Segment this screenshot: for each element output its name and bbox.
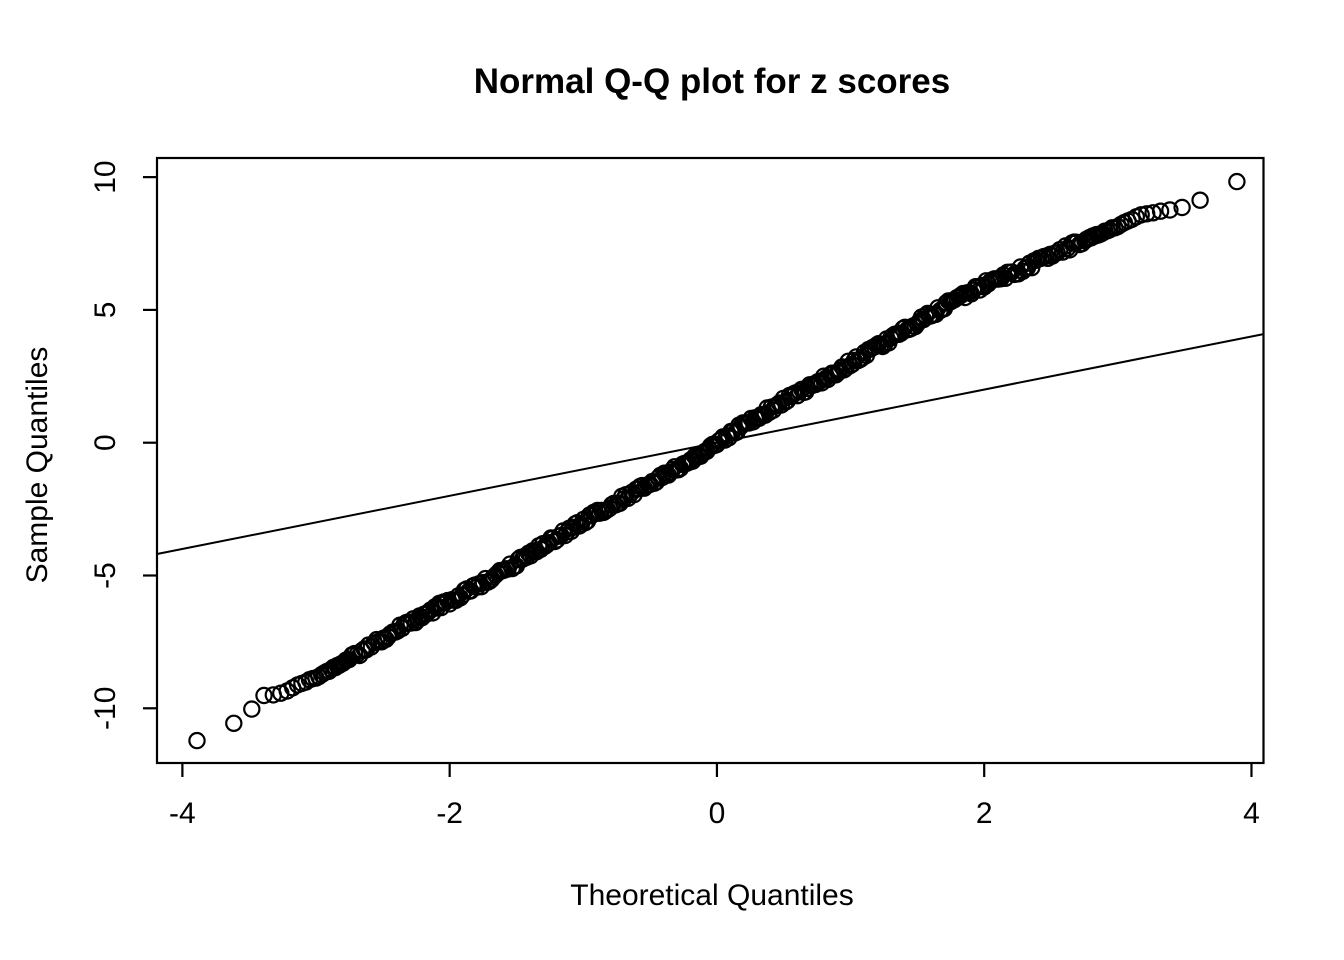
plot-frame	[155, 156, 1265, 765]
qq-point	[225, 714, 243, 733]
qq-point	[1191, 191, 1209, 209]
qq-points	[188, 172, 1246, 750]
qq-point	[503, 559, 521, 578]
qq-point	[188, 731, 206, 750]
qq-point	[950, 288, 968, 306]
x-tick-label: 0	[709, 797, 726, 830]
qq-point	[1151, 202, 1170, 220]
y-tick-label: 5	[89, 302, 122, 319]
y-tick-label: -10	[89, 687, 122, 730]
qq-point	[243, 700, 261, 718]
x-tick-label: 4	[1243, 797, 1260, 830]
qq-point	[1144, 204, 1162, 222]
x-tick-label: 2	[976, 797, 993, 830]
qq-point	[1173, 198, 1191, 217]
qq-point	[1161, 201, 1179, 219]
qq-point	[629, 480, 647, 498]
qq-point	[1228, 172, 1246, 191]
y-tick-label: 0	[89, 434, 122, 451]
x-axis-title: Theoretical Quantiles	[570, 879, 854, 912]
qq-point	[255, 686, 273, 705]
x-tick-label: -2	[436, 797, 463, 830]
y-tick-label: 10	[89, 160, 122, 193]
chart-title: Normal Q-Q plot for z scores	[473, 62, 951, 101]
x-tick-label: -4	[169, 797, 196, 830]
y-tick-label: -5	[89, 562, 122, 589]
y-axis-title: Sample Quantiles	[21, 346, 54, 584]
